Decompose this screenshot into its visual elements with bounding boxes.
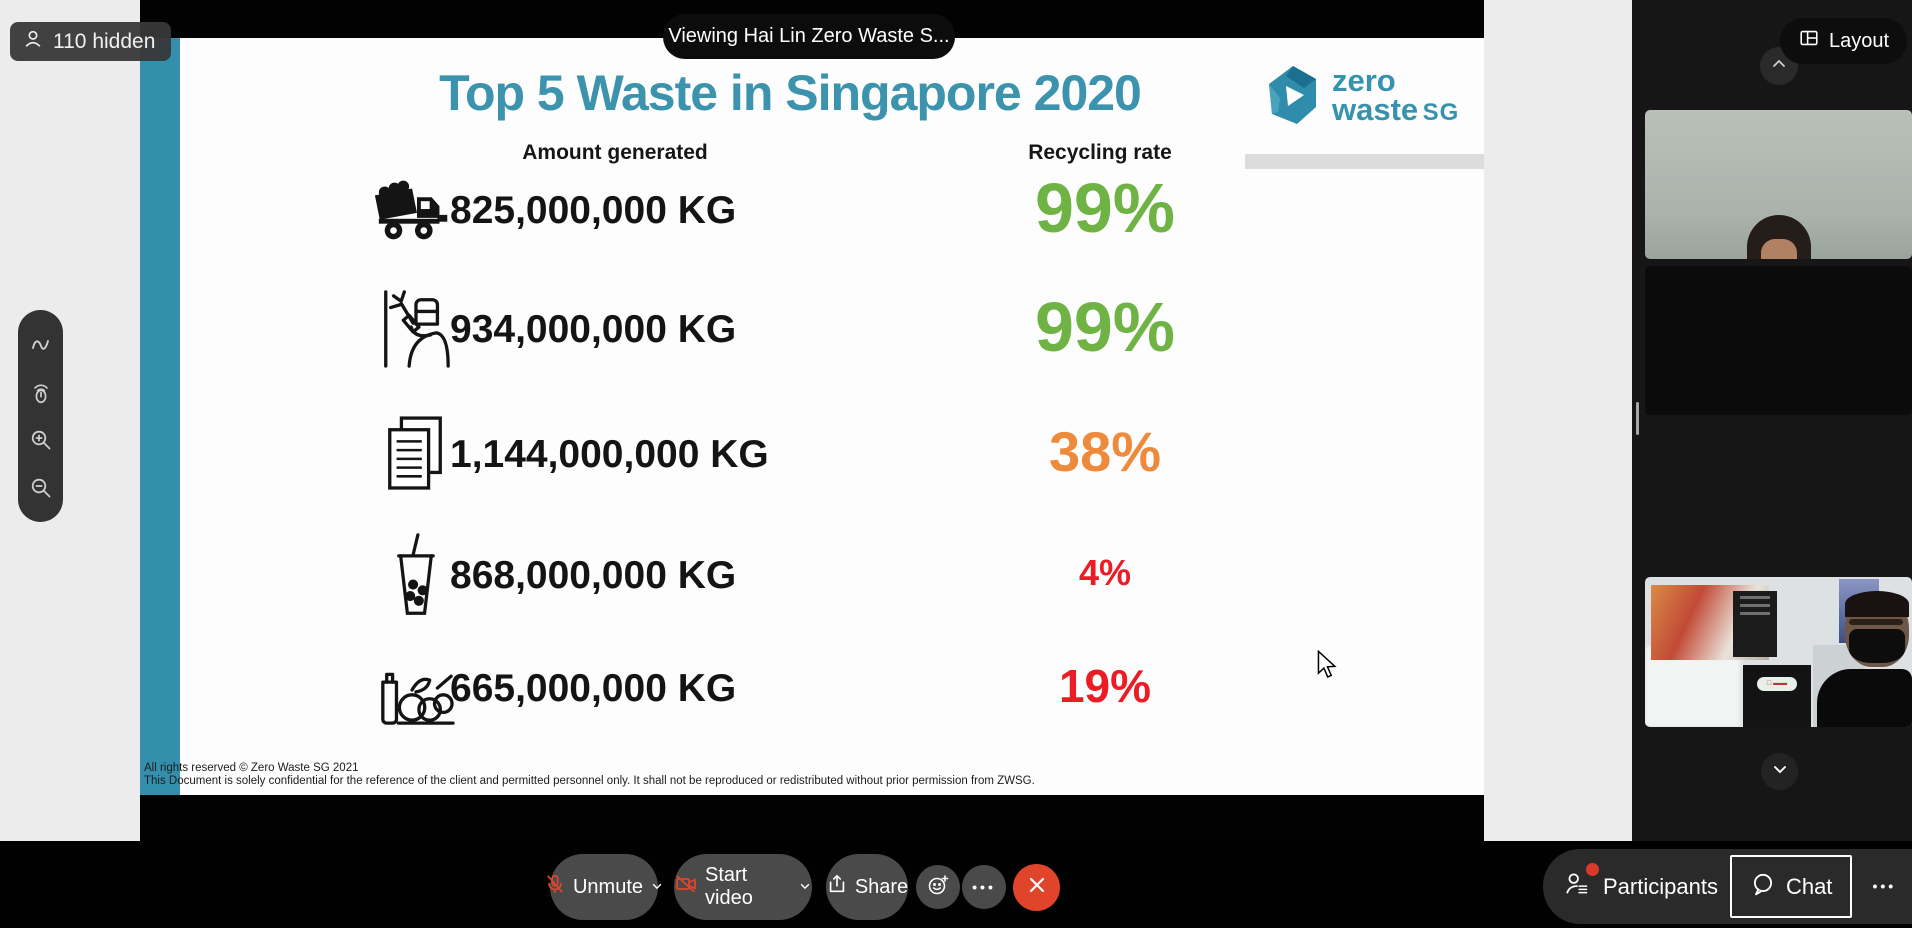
share-label: Share — [854, 875, 909, 898]
start-video-label: Start video — [705, 864, 753, 909]
shared-screen-region: Top 5 Waste in Singapore 2020 zero waste… — [140, 0, 1484, 841]
column-header-amount: Amount generated — [522, 141, 708, 164]
participant-head — [1747, 215, 1811, 259]
rate-row-2: 99% — [1034, 288, 1176, 366]
unmute-button[interactable]: Unmute — [547, 854, 662, 920]
person-icon — [22, 28, 44, 56]
leave-meeting-button[interactable] — [1013, 864, 1060, 911]
hidden-participants-badge: 110 hidden — [10, 22, 172, 61]
welder-icon — [368, 284, 462, 374]
chat-label: Chat — [1785, 873, 1833, 899]
footer-copyright: All rights reserved © Zero Waste SG 2021 — [144, 762, 359, 774]
rate-row-3: 38% — [1048, 420, 1162, 483]
amount-row-3: 1,144,000,000 KG — [450, 433, 769, 476]
mic-muted-icon — [544, 873, 566, 901]
sidebar-scrollbar[interactable] — [1636, 402, 1639, 435]
participant-video-tile[interactable] — [1645, 421, 1912, 570]
layout-button-label: Layout — [1829, 29, 1890, 52]
chevron-up-icon — [1769, 54, 1789, 79]
viewing-status-label: Viewing Hai Lin Zero Waste S... — [668, 25, 950, 47]
participants-button[interactable]: Participants — [1543, 849, 1730, 924]
chevron-down-icon — [1770, 759, 1790, 784]
zoom-in-icon[interactable] — [27, 426, 55, 454]
zero-waste-sg-logo: zero waste SG — [1245, 60, 1484, 169]
slide-footer: All rights reserved © Zero Waste SG 2021… — [144, 762, 1444, 788]
amount-row-1: 825,000,000 KG — [450, 189, 737, 232]
logo-wordmark: zero waste SG — [1332, 63, 1460, 128]
reactions-smiley-icon — [926, 873, 950, 902]
logo-word-sg: SG — [1422, 99, 1460, 127]
more-options-button[interactable]: ••• — [962, 865, 1006, 909]
drink-cup-icon — [368, 530, 462, 620]
letterbox-bottom — [140, 795, 1484, 841]
column-header-recycling: Recycling rate — [1028, 141, 1172, 164]
slide-accent-strip — [140, 38, 180, 795]
zero-waste-logo-icon — [1266, 64, 1320, 131]
logo-word-waste: waste — [1332, 92, 1419, 128]
dock-more-options-button[interactable]: ••• — [1852, 878, 1912, 896]
amount-row-5: 665,000,000 KG — [450, 667, 737, 710]
close-icon — [1027, 875, 1047, 900]
slide-title: Top 5 Waste in Singapore 2020 — [439, 65, 1142, 121]
dump-truck-icon — [368, 165, 462, 255]
layout-icon — [1798, 27, 1820, 55]
start-video-button[interactable]: Start video — [674, 854, 812, 920]
meeting-control-bar: Unmute Start video — [0, 841, 1912, 928]
chevron-down-icon[interactable] — [798, 876, 812, 899]
reactions-button[interactable] — [916, 865, 960, 909]
layout-button[interactable]: Layout — [1780, 18, 1908, 64]
rate-row-5: 19% — [1058, 660, 1152, 712]
hidden-participants-label: 110 hidden — [53, 29, 156, 53]
paper-documents-icon — [368, 409, 462, 499]
rate-row-1: 99% — [1034, 169, 1176, 247]
scroll-down-button[interactable] — [1761, 753, 1798, 790]
participant-video-tile[interactable] — [1645, 266, 1912, 415]
share-icon — [826, 873, 848, 901]
logo-word-zero: zero — [1332, 63, 1396, 98]
annotate-icon[interactable] — [27, 330, 55, 358]
participants-notification-dot — [1586, 863, 1599, 876]
participants-label: Participants — [1603, 873, 1718, 899]
amount-row-4: 868,000,000 KG — [450, 554, 737, 597]
rate-row-4: 4% — [1078, 552, 1132, 593]
amount-row-2: 934,000,000 KG — [450, 308, 737, 351]
mouse-cursor — [1316, 649, 1340, 685]
camera-off-icon — [674, 872, 698, 902]
footer-confidentiality: This Document is solely confidential for… — [144, 775, 1035, 787]
presentation-slide: Top 5 Waste in Singapore 2020 zero waste… — [140, 38, 1484, 795]
remote-control-icon[interactable] — [27, 378, 55, 406]
chat-button[interactable]: Chat — [1729, 855, 1853, 918]
zoom-out-icon[interactable] — [27, 474, 55, 502]
chat-bubble-icon — [1750, 871, 1776, 903]
share-annotation-toolbar — [18, 310, 63, 522]
unmute-label: Unmute — [572, 875, 644, 898]
chevron-down-icon[interactable] — [650, 876, 664, 899]
participants-video-sidebar: □ ▬▬ — [1632, 0, 1912, 841]
food-waste-icon — [368, 643, 462, 733]
participant-video-tile[interactable]: □ ▬▬ — [1645, 577, 1912, 727]
share-button[interactable]: Share — [826, 854, 908, 920]
participant-head — [1845, 591, 1909, 667]
logo-underline-bar — [1245, 154, 1484, 169]
viewing-status-pill: Viewing Hai Lin Zero Waste S... — [663, 14, 955, 59]
participants-icon — [1563, 869, 1593, 905]
participant-video-tile[interactable] — [1645, 110, 1912, 259]
ellipsis-icon: ••• — [1872, 877, 1897, 894]
ellipsis-icon: ••• — [972, 879, 996, 895]
panels-dock: Participants Chat ••• — [1543, 849, 1912, 924]
